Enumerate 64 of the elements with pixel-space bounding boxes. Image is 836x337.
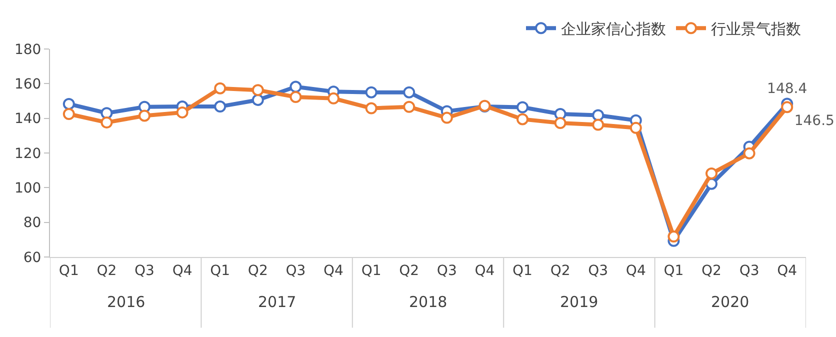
point [365, 102, 378, 114]
x-tick-label: Q2 [399, 262, 420, 279]
legend-label: 企业家信心指数 [561, 20, 666, 38]
y-tick-label: 140 [14, 111, 42, 128]
point [554, 117, 566, 130]
x-tick-label: Q1 [664, 262, 684, 279]
point [176, 106, 188, 118]
x-tick-label: Q2 [248, 262, 268, 279]
point [743, 147, 756, 160]
point [214, 82, 226, 94]
point [138, 110, 150, 122]
x-tick-label: Q4 [324, 262, 344, 279]
point [252, 94, 264, 106]
y-tick-label: 160 [14, 76, 42, 93]
x-tick-label: Q3 [286, 262, 306, 279]
text: 2017 [258, 293, 296, 311]
point [62, 98, 75, 110]
data-label: 148.4 [767, 81, 808, 98]
point [668, 230, 680, 243]
y-tick-label: 100 [14, 180, 42, 197]
data-label: 146.5 [794, 112, 834, 129]
point [403, 100, 416, 113]
point [516, 101, 528, 114]
point [62, 108, 75, 120]
point [440, 112, 453, 124]
x-tick-label: Q3 [436, 262, 457, 279]
x-tick-label: Q3 [588, 262, 608, 279]
x-tick-label: Q4 [172, 262, 192, 279]
text: 2018 [409, 293, 448, 311]
x-tick-label: Q1 [512, 262, 532, 279]
y-tick-label: 120 [14, 146, 42, 162]
x-tick-label: Q2 [96, 262, 117, 279]
x-tick-label: Q4 [777, 262, 798, 279]
point [706, 167, 718, 180]
legend-label: 行业景气指数 [711, 20, 801, 38]
point [100, 107, 113, 120]
y-tick-label: 60 [23, 250, 42, 266]
point [100, 116, 113, 128]
point [328, 92, 340, 104]
x-tick-label: Q3 [739, 262, 760, 279]
point [403, 86, 416, 98]
point [290, 91, 302, 104]
x-tick-label: Q4 [626, 262, 646, 279]
point [214, 100, 226, 113]
y-tick-label: 180 [14, 42, 42, 58]
text: 2016 [107, 293, 146, 311]
x-tick-label: Q1 [58, 262, 79, 279]
x-tick-label: Q1 [361, 262, 382, 279]
x-tick-label: Q2 [550, 262, 570, 279]
point [290, 80, 302, 93]
point [630, 122, 642, 134]
point [365, 86, 378, 98]
y-tick-label: 80 [23, 215, 42, 232]
x-tick-label: Q3 [134, 262, 154, 279]
point [781, 101, 794, 114]
x-tick-label: Q4 [474, 262, 495, 279]
point [252, 84, 264, 96]
point [592, 118, 604, 131]
text: 2019 [560, 293, 598, 311]
x-tick-label: Q2 [702, 262, 722, 279]
point [516, 113, 528, 126]
text: 2020 [711, 293, 750, 311]
point [592, 109, 604, 122]
x-tick-label: Q1 [210, 262, 230, 279]
